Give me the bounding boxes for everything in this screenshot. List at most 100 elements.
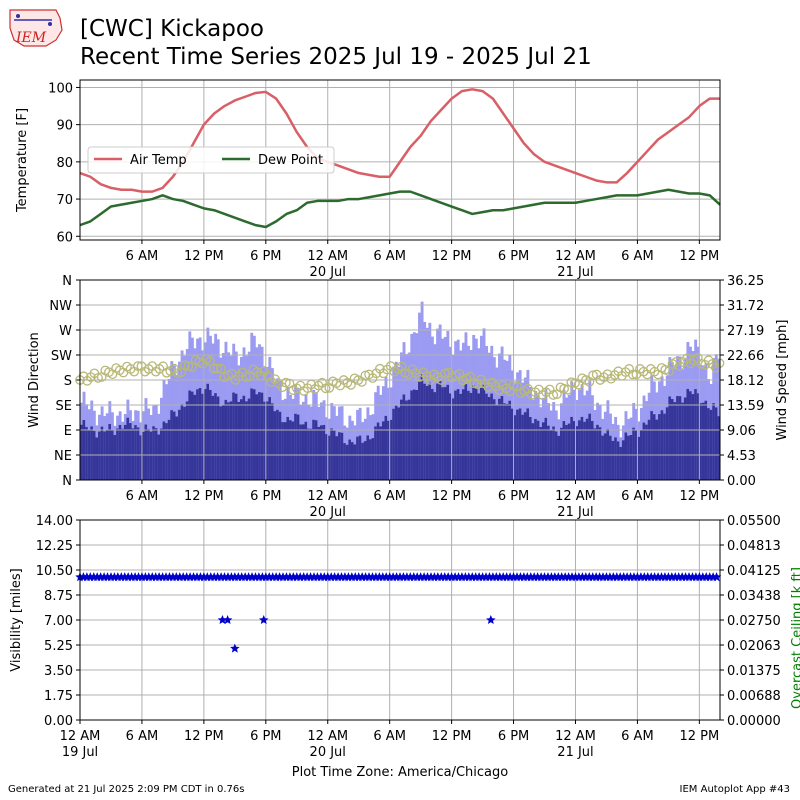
speed-bar (609, 435, 612, 480)
x-tick-label: 6 PM (498, 489, 529, 504)
speed-bar (116, 428, 120, 480)
speed-bar (678, 396, 682, 480)
speed-bar (301, 424, 305, 480)
direction-marker (588, 370, 598, 381)
direction-marker (562, 384, 573, 395)
speed-bar (325, 434, 329, 480)
speed-bar (227, 402, 230, 480)
direction-marker (320, 383, 331, 394)
speed-bar (492, 399, 496, 480)
x-tick-label: 6 AM (126, 729, 159, 744)
plot-frame (79, 79, 721, 241)
speed-bar (219, 406, 223, 480)
speed-bar (206, 383, 210, 480)
speed-bar (670, 399, 674, 480)
y-axis-label: Wind Direction (27, 332, 42, 428)
y-tick-label: 12.25 (36, 539, 73, 554)
x-tick-label: 12 PM (679, 489, 719, 504)
speed-bar (565, 424, 569, 480)
speed-bar (245, 401, 249, 480)
speed-bar (603, 433, 607, 480)
speed-bar (335, 436, 339, 480)
speed-bar (425, 386, 429, 480)
speed-bar (144, 424, 148, 480)
speed-bar (317, 426, 321, 480)
speed-bar (175, 416, 179, 480)
x-tick-label: 12 PM (679, 249, 719, 264)
speed-bar (198, 388, 202, 480)
speed-bar (513, 415, 517, 480)
speed-bar (529, 416, 532, 480)
y-tick-label: 3.50 (44, 664, 73, 679)
speed-bar (531, 423, 535, 480)
speed-bar (387, 420, 390, 480)
speed-bar (394, 405, 398, 480)
speed-tick-label: 36.25 (727, 274, 764, 289)
speed-bar (629, 435, 633, 480)
speed-bar (376, 422, 380, 480)
speed-bar (503, 403, 507, 480)
y-tick-label: 90 (56, 119, 73, 134)
x-tick-label: 6 AM (373, 729, 406, 744)
speed-bar (505, 403, 509, 480)
y-tick-label: 7.00 (44, 614, 73, 629)
speed-bar (598, 427, 602, 480)
x-tick-date-label: 21 Jul (557, 745, 593, 760)
speed-bar (154, 428, 158, 480)
speed-bar (381, 421, 385, 480)
speed-bar (412, 389, 416, 480)
iem-logo: IEM (9, 9, 63, 47)
speed-bar (178, 409, 181, 480)
speed-bar (601, 435, 605, 480)
y2-tick-label: 0.02750 (727, 614, 781, 629)
speed-bar (580, 416, 584, 480)
speed-bar (570, 416, 574, 480)
speed-bar (123, 424, 127, 480)
x-tick-date-label: 20 Jul (310, 265, 346, 280)
x-tick-label: 6 AM (373, 249, 406, 264)
speed-bar (278, 411, 282, 480)
speed-bar (363, 441, 367, 480)
speed-bar (415, 390, 419, 480)
speed-bar (320, 425, 323, 480)
speed-bar (314, 420, 318, 480)
speed-bar (567, 423, 571, 480)
speed-bar (714, 407, 718, 480)
speed-bar (216, 396, 220, 480)
speed-bar (621, 440, 625, 480)
speed-bar (162, 421, 166, 480)
speed-bar (237, 401, 241, 480)
speed-bar (183, 406, 187, 480)
speed-bar (480, 387, 483, 480)
direction-tick-label: N (62, 274, 72, 289)
speed-bar (575, 426, 579, 480)
speed-bar (100, 426, 104, 480)
speed-bar (642, 422, 646, 480)
speed-tick-label: 31.72 (727, 299, 764, 314)
y2-tick-label: 0.04125 (727, 564, 781, 579)
speed-bar (526, 408, 530, 480)
speed-bar (459, 393, 463, 480)
x-tick-label: 12 AM (60, 729, 101, 744)
speed-bar (557, 435, 561, 480)
x-tick-label: 12 AM (555, 249, 596, 264)
speed-bar (400, 399, 403, 480)
speed-bar (683, 397, 687, 480)
speed-bar (283, 422, 287, 480)
speed-bar (645, 424, 649, 480)
speed-bar (665, 407, 669, 480)
speed-bar (136, 427, 140, 480)
speed-bar (668, 396, 672, 480)
speed-bar (694, 389, 698, 480)
speed-bar (464, 384, 468, 480)
speed-bar (252, 389, 256, 480)
speed-bar (369, 439, 372, 480)
speed-bar (196, 389, 200, 480)
speed-bar (203, 389, 207, 480)
x-tick-label: 12 AM (555, 489, 596, 504)
speed-bar (353, 444, 357, 480)
speed-bar (596, 424, 600, 480)
speed-bar (472, 385, 476, 480)
x-tick-label: 12 PM (679, 729, 719, 744)
plot-frame (79, 279, 721, 481)
